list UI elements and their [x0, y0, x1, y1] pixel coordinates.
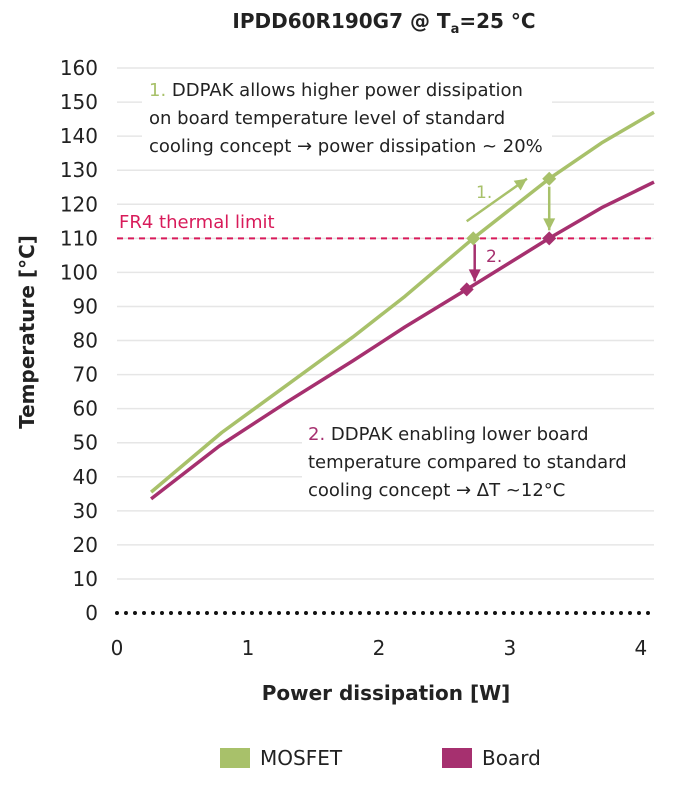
y-tick-label: 10 [73, 567, 98, 591]
arrow-1-vertical-head [543, 218, 556, 231]
x-tick-label: 0 [111, 636, 124, 660]
arrow-1-label: 1. [476, 183, 492, 203]
x-tick-label: 1 [242, 636, 255, 660]
legend-swatch-board [442, 748, 472, 768]
annotation-2-background [302, 418, 654, 504]
y-tick-label: 70 [73, 363, 98, 387]
y-tick-label: 80 [73, 329, 98, 353]
x-tick-labels: 0 1 2 3 4 [111, 636, 648, 660]
x-axis-label: Power dissipation [W] [262, 681, 511, 705]
x-tick-label: 2 [373, 636, 386, 660]
y-tick-label: 0 [85, 601, 98, 625]
data-markers [459, 171, 557, 297]
arrows [465, 177, 556, 282]
annotation-2: 2. DDPAK enabling lower board temperatur… [308, 424, 632, 501]
marker-mosfet [466, 231, 481, 246]
legend-swatch-mosfet [220, 748, 250, 768]
arrow-2-vertical-head [468, 269, 481, 282]
x-tick-label: 4 [635, 636, 648, 660]
y-tick-label: 50 [73, 431, 98, 455]
y-tick-label: 40 [73, 465, 98, 489]
series-lines [149, 110, 655, 501]
y-axis-label: Temperature [°C] [15, 235, 39, 429]
arrow-2-label: 2. [486, 247, 502, 267]
y-tick-label: 130 [60, 158, 98, 182]
y-tick-label: 150 [60, 90, 98, 114]
annotation-2-number: 2. [308, 424, 325, 445]
y-tick-label: 160 [60, 56, 98, 80]
arrow-1-diagonal-shaft [465, 177, 528, 223]
y-tick-label: 20 [73, 533, 98, 557]
y-tick-label: 120 [60, 192, 98, 216]
arrow-1-diagonal-head [513, 178, 527, 191]
annotation-1: 1. DDPAK allows higher power dissipation… [149, 80, 543, 157]
marker-board [542, 231, 557, 246]
marker-board [459, 282, 474, 297]
series-line-mosfet [149, 110, 655, 494]
chart-title: IPDD60R190G7 @ Ta=25 °C [232, 9, 535, 37]
series-line-board [150, 180, 655, 501]
x-tick-label: 3 [504, 636, 517, 660]
title-subscript: a [451, 22, 460, 37]
legend-label-mosfet: MOSFET [260, 746, 343, 770]
fr4-limit-label: FR4 thermal limit [119, 212, 275, 233]
y-tick-label: 60 [73, 397, 98, 421]
y-tick-label: 30 [73, 499, 98, 523]
y-tick-label: 140 [60, 124, 98, 148]
y-tick-label: 100 [60, 260, 98, 284]
marker-mosfet [542, 171, 557, 186]
y-tick-label: 110 [60, 226, 98, 250]
y-tick-label: 90 [73, 294, 98, 318]
annotation-1-number: 1. [149, 80, 166, 101]
legend-label-board: Board [482, 746, 541, 770]
annotation-1-background [142, 74, 552, 162]
y-tick-labels: 0 10 20 30 40 50 60 70 80 90 100 110 120 130 140 150 160 [60, 56, 98, 625]
